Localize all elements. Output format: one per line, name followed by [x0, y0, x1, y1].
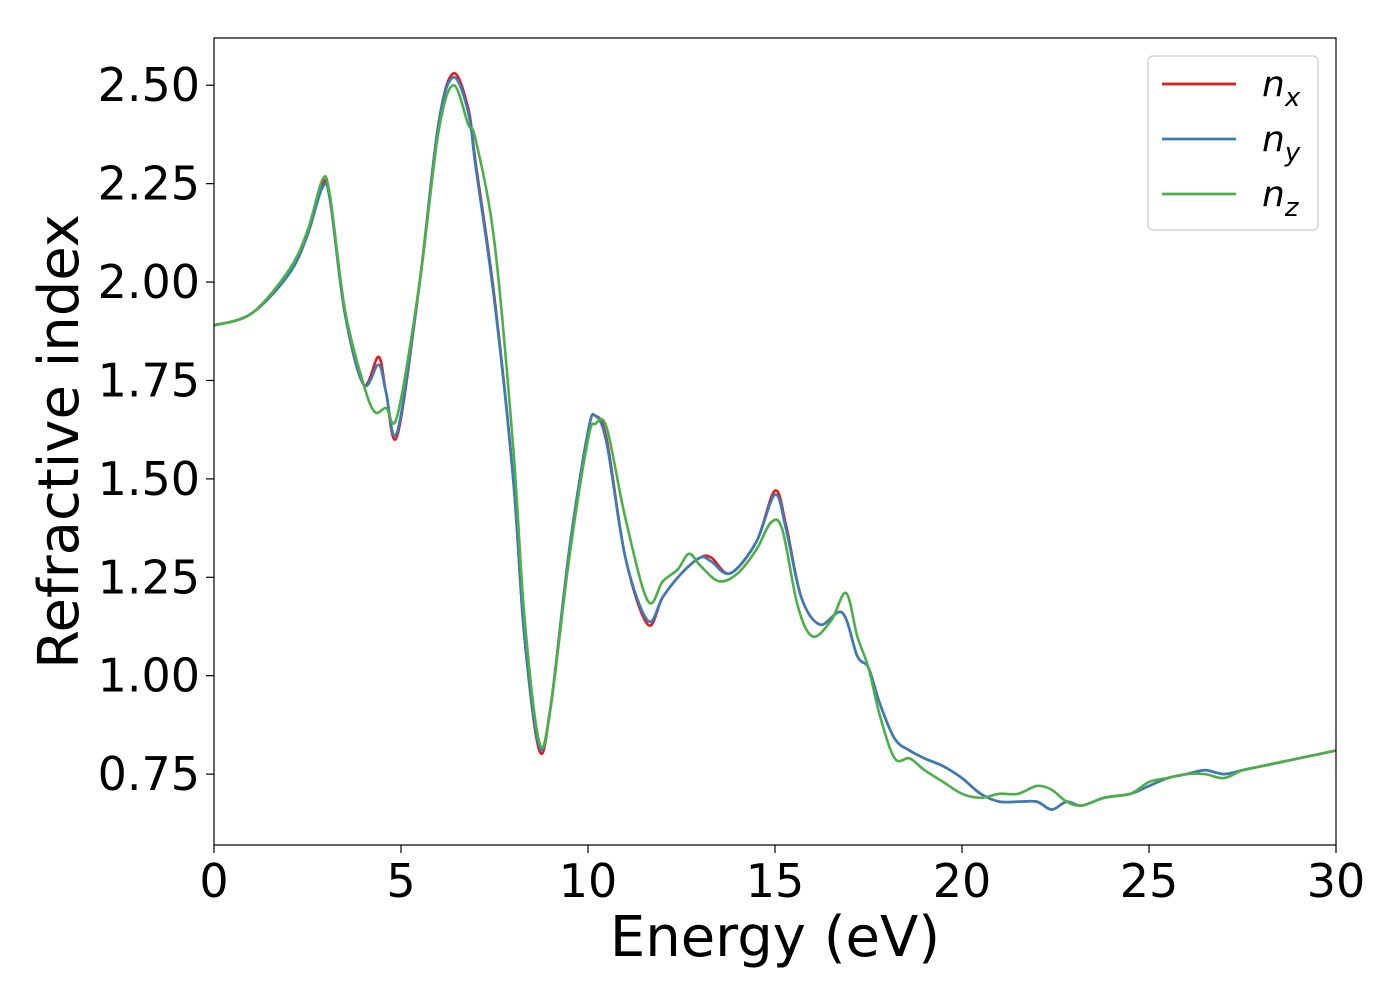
legend-label-n-z: nz [1262, 174, 1300, 223]
y-axis-title: Refractive index [27, 214, 92, 669]
series-layer [213, 72, 1337, 811]
y-tick-label: 1.25 [98, 550, 200, 604]
x-tick-label: 5 [386, 854, 415, 908]
x-tick-label: 25 [1120, 854, 1179, 908]
x-tick-label: 20 [933, 854, 992, 908]
x-tick-label: 30 [1307, 854, 1366, 908]
y-tick-label: 1.00 [98, 649, 200, 703]
legend-label-base: n [1262, 119, 1285, 160]
legend-box [1147, 55, 1319, 231]
x-axis-ticks: 0 5 10 15 20 25 30 [199, 845, 1365, 908]
y-tick-label: 0.75 [98, 747, 200, 801]
x-tick-label: 15 [746, 854, 805, 908]
legend-label-base: n [1262, 64, 1285, 105]
y-tick-label: 1.50 [98, 452, 200, 506]
y-tick-label: 1.75 [98, 353, 200, 407]
legend-label-n-y: ny [1262, 119, 1301, 168]
y-tick-label: 2.50 [98, 58, 200, 112]
legend-label-subscript: y [1284, 138, 1301, 168]
legend-label-n-x: nx [1262, 64, 1301, 113]
x-tick-label: 0 [199, 854, 228, 908]
y-tick-label: 2.00 [98, 255, 200, 309]
x-axis-title: Energy (eV) [610, 905, 940, 970]
y-axis-ticks: 0.75 1.00 1.25 1.50 1.75 2.00 2.25 2.50 [98, 58, 214, 801]
series-line-n-z [213, 83, 1337, 808]
legend-label-subscript: z [1284, 193, 1300, 223]
legend-label-subscript: x [1284, 83, 1301, 113]
x-tick-label: 10 [559, 854, 618, 908]
plot-area [213, 37, 1337, 846]
legend-label-base: n [1262, 174, 1285, 215]
y-tick-label: 2.25 [98, 157, 200, 211]
